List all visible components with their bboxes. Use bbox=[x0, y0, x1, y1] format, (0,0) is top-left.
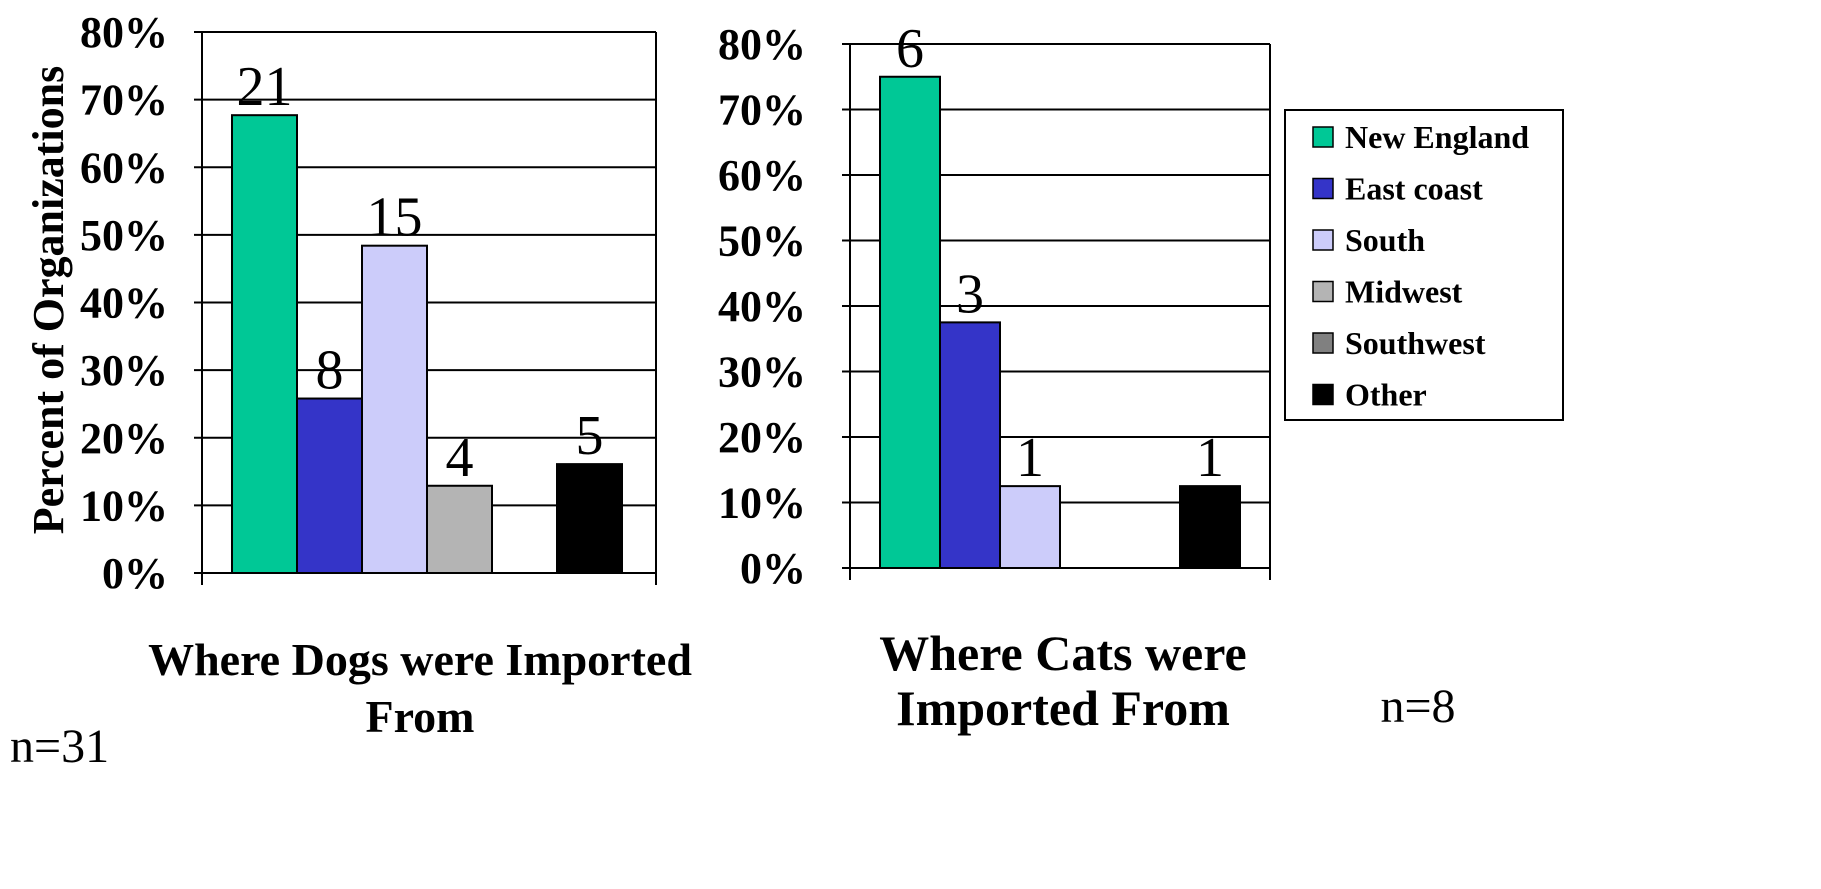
chart-dogs: 0% 10% 20% 30% 40% 50% 60% 70% 80% 21 8 15 4 5 Where D… bbox=[10, 8, 692, 773]
legend-swatch bbox=[1312, 126, 1334, 148]
legend-swatch bbox=[1312, 229, 1334, 251]
legend-label: Midwest bbox=[1345, 274, 1463, 310]
y-tick-label: 40% bbox=[80, 279, 168, 328]
sample-size-label: n=8 bbox=[1380, 680, 1455, 733]
y-tick-label: 50% bbox=[80, 211, 168, 260]
bar-new-england bbox=[231, 114, 298, 575]
legend-label: New England bbox=[1345, 119, 1529, 155]
legend-box bbox=[1284, 109, 1564, 421]
legend-label: Other bbox=[1345, 377, 1427, 413]
y-tick-label: 80% bbox=[80, 8, 168, 57]
data-label: 5 bbox=[576, 405, 604, 467]
y-tick-label: 20% bbox=[80, 414, 168, 463]
data-label: 8 bbox=[316, 340, 344, 402]
data-label: 4 bbox=[446, 427, 474, 489]
data-label: 1 bbox=[1196, 427, 1224, 489]
chart-cats: 0% 10% 20% 30% 40% 50% 60% 70% 80% 6 3 1 1 Where Cats… bbox=[718, 18, 1456, 736]
data-label: 1 bbox=[1016, 427, 1044, 489]
y-tick-label: 0% bbox=[740, 544, 806, 593]
data-label: 21 bbox=[237, 56, 293, 118]
data-label: 15 bbox=[367, 187, 423, 249]
chart-title-line-1: Where Dogs were Imported bbox=[148, 634, 692, 685]
legend-label: South bbox=[1345, 222, 1425, 258]
chart-title-line-1: Where Cats were bbox=[879, 625, 1246, 681]
bar-other bbox=[556, 463, 623, 574]
y-tick-label: 60% bbox=[80, 143, 168, 192]
y-tick-label: 0% bbox=[102, 549, 168, 598]
bar-east-coast bbox=[939, 321, 1001, 569]
legend-label: East coast bbox=[1345, 171, 1483, 207]
data-label: 6 bbox=[896, 18, 924, 80]
y-tick-label: 30% bbox=[80, 346, 168, 395]
y-tick-label: 70% bbox=[718, 86, 806, 135]
bar-east-coast bbox=[296, 397, 363, 574]
legend-swatch bbox=[1312, 332, 1334, 354]
bar-south bbox=[999, 485, 1061, 569]
y-tick-label: 60% bbox=[718, 151, 806, 200]
y-tick-label: 10% bbox=[80, 481, 168, 530]
y-tick-label: 30% bbox=[718, 348, 806, 397]
chart-title-line-2: From bbox=[365, 691, 474, 742]
legend: New England East coast South Midwest Southwe… bbox=[1284, 109, 1564, 421]
bar-new-england bbox=[879, 75, 941, 569]
y-axis-label: Percent of Organizations bbox=[24, 66, 73, 534]
y-tick-label: 80% bbox=[718, 20, 806, 69]
legend-swatch bbox=[1312, 177, 1334, 200]
sample-size-label: n=31 bbox=[10, 720, 109, 773]
legend-label: Southwest bbox=[1345, 325, 1486, 361]
y-tick-label: 40% bbox=[718, 282, 806, 331]
chart-title-line-2: Imported From bbox=[896, 680, 1230, 736]
bar-other bbox=[1179, 485, 1241, 569]
y-tick-label: 10% bbox=[718, 479, 806, 528]
legend-swatch bbox=[1312, 280, 1334, 303]
bar-south bbox=[361, 244, 428, 574]
legend-swatch bbox=[1312, 383, 1334, 406]
y-tick-label: 50% bbox=[718, 217, 806, 266]
bar-midwest bbox=[426, 484, 493, 575]
data-label: 3 bbox=[956, 263, 984, 325]
y-tick-label: 70% bbox=[80, 76, 168, 125]
y-tick-label: 20% bbox=[718, 413, 806, 462]
